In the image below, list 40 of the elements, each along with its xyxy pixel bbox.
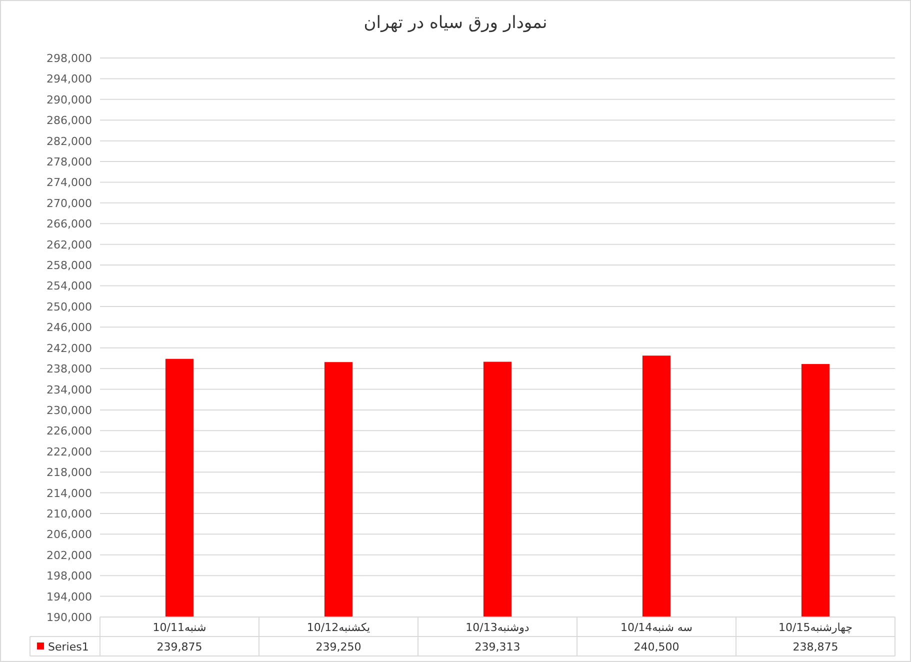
y-tick-label: 194,000 [46, 590, 92, 604]
y-tick-label: 230,000 [46, 404, 92, 417]
y-tick-label: 258,000 [46, 259, 92, 272]
y-tick-label: 210,000 [46, 507, 92, 520]
x-tick-label: دوشنبه10/13 [466, 621, 530, 634]
data-label: 239,313 [474, 640, 520, 654]
y-tick-label: 206,000 [46, 528, 92, 542]
y-tick-label: 190,000 [46, 611, 92, 624]
x-tick-label: یکشنبه10/12 [306, 621, 370, 634]
x-tick-label: چهارشنبه10/15 [778, 621, 852, 634]
y-tick-label: 278,000 [46, 156, 92, 169]
y-tick-label: 202,000 [46, 548, 92, 562]
y-tick-label: 242,000 [46, 342, 92, 355]
y-tick-label: 234,000 [46, 383, 92, 396]
y-tick-label: 246,000 [46, 321, 92, 334]
y-tick-label: 294,000 [46, 72, 92, 86]
data-label: 239,250 [316, 640, 362, 654]
data-label: 240,500 [634, 640, 680, 654]
y-tick-label: 270,000 [46, 196, 92, 210]
y-tick-label: 298,000 [46, 52, 92, 65]
y-tick-label: 254,000 [46, 280, 92, 293]
y-tick-label: 250,000 [46, 300, 92, 314]
data-label: 238,875 [792, 640, 838, 654]
y-tick-label: 226,000 [46, 424, 92, 438]
data-label: 239,875 [156, 640, 202, 654]
x-tick-label: شنبه10/11 [152, 621, 206, 634]
y-tick-label: 282,000 [46, 134, 92, 148]
legend-label: Series1 [48, 640, 89, 654]
x-tick-label: سه شنبه10/14 [620, 621, 693, 634]
chart-title: نمودار ورق سیاه در تهران [364, 13, 548, 33]
y-tick-label: 286,000 [46, 114, 92, 128]
y-tick-label: 290,000 [46, 93, 92, 106]
y-tick-label: 198,000 [46, 570, 92, 583]
y-tick-label: 262,000 [46, 238, 92, 252]
y-tick-label: 266,000 [46, 218, 92, 231]
y-tick-label: 274,000 [46, 176, 92, 190]
y-tick-label: 218,000 [46, 466, 92, 480]
y-tick-label: 238,000 [46, 362, 92, 376]
y-tick-label: 222,000 [46, 445, 92, 458]
y-tick-label: 214,000 [46, 486, 92, 500]
